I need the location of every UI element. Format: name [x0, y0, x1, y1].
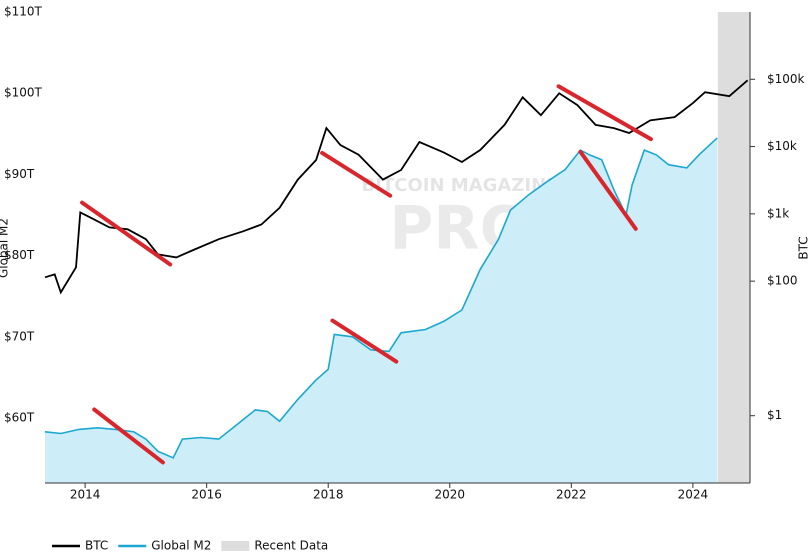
x-tick-label: 2022	[556, 488, 587, 502]
x-tick-label: 2020	[434, 488, 465, 502]
y-axis-label: Global M2	[0, 218, 11, 278]
y-tick-label: $100T	[4, 86, 43, 100]
watermark-text: BITCOIN MAGAZINE	[362, 175, 559, 196]
x-tick-label: 2014	[70, 488, 101, 502]
y-tick-label: $60T	[4, 411, 35, 425]
trend-line	[578, 149, 638, 231]
x-tick-label: 2016	[191, 488, 222, 502]
x-tick-label: 2018	[313, 488, 344, 502]
watermark: BITCOIN MAGAZINE PRO	[362, 175, 559, 264]
trend-line	[92, 407, 165, 465]
y-tick-label: $110T	[4, 5, 43, 19]
legend-label: BTC	[85, 539, 108, 553]
y2-tick-label: $100k	[767, 72, 805, 86]
trend-line	[330, 318, 399, 364]
trend-line	[80, 200, 173, 267]
y-tick-label: $70T	[4, 329, 35, 343]
legend-label: Global M2	[151, 539, 211, 553]
y2-tick-label: $10k	[767, 139, 797, 153]
legend-label: Recent Data	[254, 539, 328, 553]
y2-tick-label: $1	[767, 408, 782, 422]
area-fill	[45, 137, 718, 483]
trend-line	[556, 84, 653, 142]
recent-data-band	[717, 12, 750, 483]
y2-tick-label: $100	[767, 274, 798, 288]
y2-tick-label: $1k	[767, 206, 789, 220]
x-tick-label: 2024	[678, 488, 709, 502]
y-tick-label: $90T	[4, 167, 35, 181]
trend-line	[320, 150, 393, 198]
y-tick-label: $80T	[4, 248, 35, 262]
y2-axis-label: BTC	[797, 236, 811, 259]
legend-swatch	[221, 541, 250, 551]
